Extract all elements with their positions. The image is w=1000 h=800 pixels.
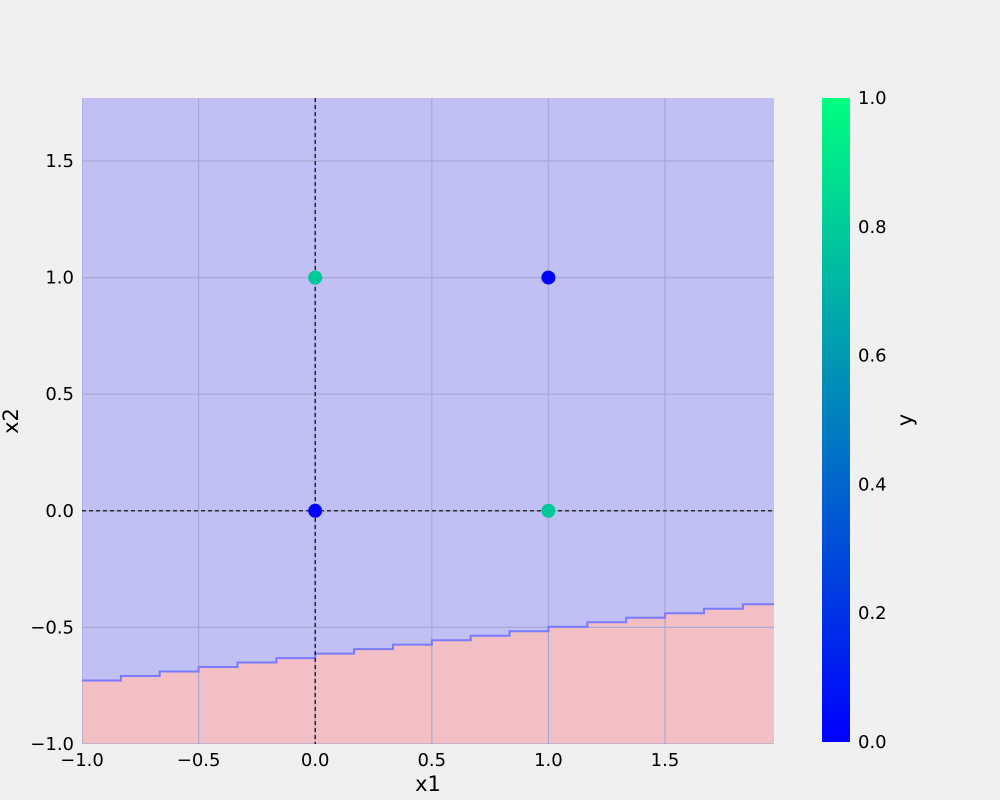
colorbar-tick-label-0: 0.0 [858,732,887,753]
scatter-point-0 [308,503,323,518]
x-tick-label-1: −0.5 [177,750,221,771]
x-tick-label-5: 1.5 [651,750,680,771]
y-axis-ticks: −1.0 −0.5 0.0 0.5 1.0 1.5 [30,151,74,755]
plot-area: −1.0 −0.5 0.0 0.5 1.0 1.5 −1.0 −0.5 0.0 0.5 1.0 1.… [0,98,774,796]
scatter-points [308,270,556,518]
colorbar-gradient [822,98,850,742]
colorbar-ticks: 0.0 0.2 0.4 0.6 0.8 1.0 [858,88,887,753]
colorbar-tick-label-1: 0.2 [858,603,887,624]
class-1-region [82,604,774,744]
x-axis-ticks: −1.0 −0.5 0.0 0.5 1.0 1.5 [60,750,679,771]
x-tick-label-2: 0.0 [301,750,330,771]
y-tick-label-1: −0.5 [30,617,74,638]
y-tick-label-0: −1.0 [30,734,74,755]
x-axis-label: x1 [415,772,441,796]
colorbar-tick-label-2: 0.4 [858,474,887,495]
x-tick-label-0: −1.0 [60,750,104,771]
scatter-point-1 [308,270,323,285]
y-axis-label: x2 [0,408,23,434]
colorbar-label: y [893,414,917,426]
colorbar-tick-label-4: 0.8 [858,217,887,238]
colorbar-tick-label-5: 1.0 [858,88,887,109]
scatter-point-3 [541,270,556,285]
y-tick-label-5: 1.5 [45,151,74,172]
y-tick-label-2: 0.0 [45,501,74,522]
x-tick-label-3: 0.5 [417,750,446,771]
y-tick-label-4: 1.0 [45,268,74,289]
decision-boundary-line [82,603,774,682]
x-tick-label-4: 1.0 [534,750,563,771]
scatter-point-2 [541,503,556,518]
y-tick-label-3: 0.5 [45,384,74,405]
colorbar-tick-label-3: 0.6 [858,346,887,367]
colorbar: 0.0 0.2 0.4 0.6 0.8 1.0 y [822,88,917,753]
